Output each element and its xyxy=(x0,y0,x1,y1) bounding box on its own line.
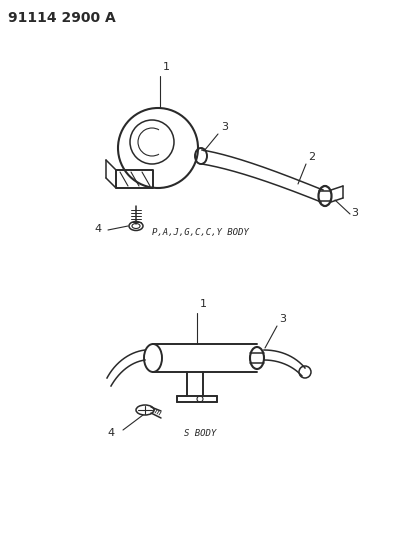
Text: 3: 3 xyxy=(279,314,286,324)
Text: 1: 1 xyxy=(163,62,170,72)
Text: 91114 2900 A: 91114 2900 A xyxy=(8,11,116,25)
Text: 3: 3 xyxy=(221,122,228,132)
Text: 1: 1 xyxy=(200,299,207,309)
Text: S BODY: S BODY xyxy=(184,429,216,438)
Text: 2: 2 xyxy=(308,152,315,162)
Text: 3: 3 xyxy=(351,208,358,218)
Text: P,A,J,G,C,C,Y BODY: P,A,J,G,C,C,Y BODY xyxy=(152,229,248,238)
Text: 4: 4 xyxy=(94,224,101,234)
Text: 4: 4 xyxy=(107,428,114,438)
